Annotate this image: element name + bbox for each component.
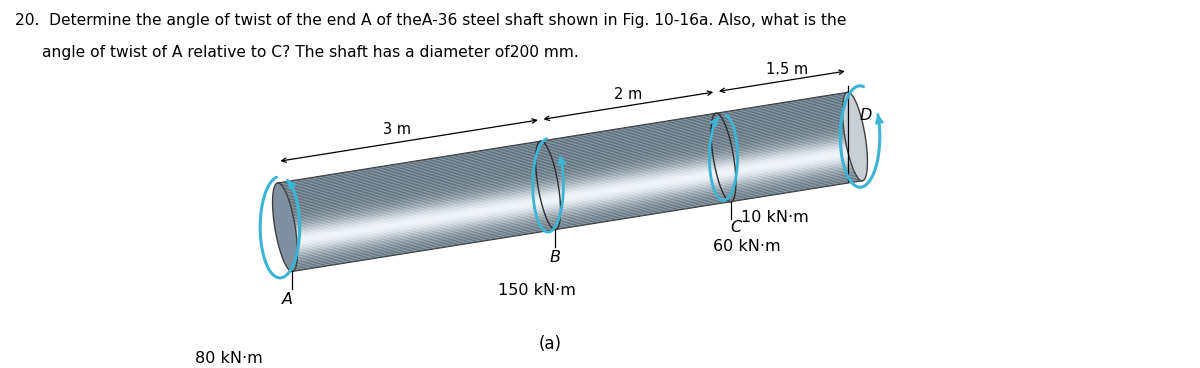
Polygon shape: [287, 148, 857, 241]
Polygon shape: [288, 151, 858, 244]
Polygon shape: [272, 183, 298, 272]
Polygon shape: [290, 167, 860, 260]
Polygon shape: [282, 120, 852, 212]
Polygon shape: [287, 150, 858, 242]
Polygon shape: [283, 126, 853, 218]
Polygon shape: [282, 119, 852, 211]
Polygon shape: [289, 162, 859, 254]
Polygon shape: [289, 164, 860, 257]
Polygon shape: [290, 170, 860, 263]
Polygon shape: [288, 153, 858, 245]
Polygon shape: [287, 144, 857, 236]
Polygon shape: [281, 112, 851, 204]
Polygon shape: [290, 166, 860, 258]
Polygon shape: [284, 135, 856, 227]
Polygon shape: [280, 101, 850, 193]
Polygon shape: [286, 142, 857, 234]
Polygon shape: [282, 116, 852, 208]
Polygon shape: [278, 95, 848, 187]
Polygon shape: [287, 145, 857, 237]
Polygon shape: [286, 139, 856, 231]
Polygon shape: [292, 179, 863, 272]
Polygon shape: [283, 125, 853, 217]
Text: 20.  Determine the angle of twist of the end A of theA-36 steel shaft shown in F: 20. Determine the angle of twist of the …: [14, 13, 846, 28]
Polygon shape: [280, 106, 850, 198]
Polygon shape: [282, 122, 853, 214]
Text: 150 kN·m: 150 kN·m: [498, 283, 576, 298]
Polygon shape: [280, 103, 850, 195]
Polygon shape: [278, 98, 848, 190]
Text: C: C: [731, 220, 742, 235]
Polygon shape: [286, 137, 856, 229]
Text: B: B: [550, 250, 560, 265]
Text: angle of twist of A relative to C? The shaft has a diameter of200 mm.: angle of twist of A relative to C? The s…: [42, 45, 578, 60]
Polygon shape: [289, 163, 859, 255]
Polygon shape: [290, 172, 862, 264]
Text: 3 m: 3 m: [383, 122, 412, 137]
Polygon shape: [283, 129, 854, 221]
Polygon shape: [288, 156, 858, 248]
Text: 2 m: 2 m: [614, 87, 642, 102]
Polygon shape: [281, 114, 852, 206]
Polygon shape: [284, 131, 854, 223]
Polygon shape: [278, 94, 848, 186]
Polygon shape: [281, 109, 851, 201]
Text: 60 kN·m: 60 kN·m: [714, 239, 781, 254]
Polygon shape: [283, 128, 853, 220]
Text: 1.5 m: 1.5 m: [766, 62, 808, 77]
Polygon shape: [289, 160, 859, 252]
Text: (a): (a): [539, 335, 562, 353]
Polygon shape: [284, 132, 854, 224]
Polygon shape: [277, 92, 848, 184]
Polygon shape: [287, 147, 857, 239]
Text: D: D: [859, 108, 872, 123]
Polygon shape: [292, 173, 862, 266]
Polygon shape: [289, 159, 859, 251]
Polygon shape: [286, 141, 856, 233]
Polygon shape: [284, 134, 854, 226]
Polygon shape: [292, 175, 862, 267]
Polygon shape: [288, 154, 858, 247]
Polygon shape: [286, 138, 856, 230]
Text: 80 kN·m: 80 kN·m: [196, 351, 263, 367]
Text: 10 kN·m: 10 kN·m: [742, 209, 809, 224]
Polygon shape: [290, 169, 860, 261]
Polygon shape: [281, 110, 851, 202]
Text: A: A: [282, 292, 293, 307]
Polygon shape: [280, 104, 850, 196]
Polygon shape: [280, 107, 851, 199]
Polygon shape: [283, 123, 853, 215]
Polygon shape: [282, 117, 852, 209]
Polygon shape: [278, 97, 848, 189]
Polygon shape: [292, 176, 862, 269]
Polygon shape: [292, 178, 862, 270]
Polygon shape: [278, 100, 850, 192]
Polygon shape: [281, 113, 851, 205]
Polygon shape: [842, 92, 868, 181]
Polygon shape: [288, 157, 859, 250]
